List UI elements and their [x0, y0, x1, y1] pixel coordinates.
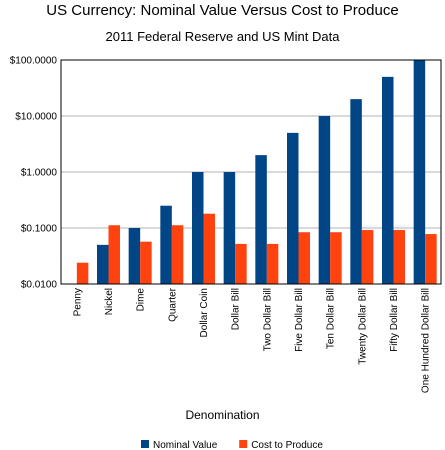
y-tick-label: $0.1000 [21, 224, 58, 235]
bar [330, 232, 342, 284]
legend-label: Nominal Value [153, 440, 218, 450]
bar [287, 132, 299, 284]
y-tick-label: $10.0000 [15, 112, 57, 123]
bar [350, 99, 362, 284]
bar [76, 262, 89, 284]
bar [192, 172, 204, 284]
x-tick-label: Five Dollar Bill [294, 288, 305, 352]
bar [160, 205, 172, 284]
x-tick-label: Nickel [104, 288, 115, 315]
y-axis-ticks: $0.0100 $0.1000 $1.0000 $10.0000 $100.0000 [10, 56, 58, 291]
bar [108, 225, 120, 284]
bar [393, 230, 405, 284]
bar [255, 155, 267, 284]
x-tick-label: Twenty Dollar Bill [357, 288, 368, 365]
bar [298, 232, 310, 284]
bar [266, 243, 279, 284]
x-tick-label: Fifty Dollar Bill [389, 288, 400, 352]
bar [140, 241, 152, 284]
x-tick-label: Penny [72, 288, 83, 316]
bar [361, 230, 374, 284]
x-axis-ticks: Penny Nickel Dime Quarter Dollar Coin Dollar … [72, 287, 431, 393]
x-tick-label: Dollar Coin [199, 288, 210, 337]
x-axis-title: Denomination [185, 408, 259, 422]
x-tick-label: Dollar Bill [231, 288, 242, 330]
bar [97, 244, 109, 284]
bar [203, 213, 215, 284]
x-tick-label: Quarter [167, 287, 178, 322]
bar [382, 76, 394, 284]
bar [128, 228, 141, 284]
y-tick-label: $0.0100 [21, 280, 58, 291]
x-tick-label: Ten Dollar Bill [326, 288, 337, 349]
bar [223, 172, 236, 284]
y-tick-label: $100.0000 [10, 56, 58, 67]
legend-swatch [141, 440, 149, 448]
x-tick-label: Two Dollar Bill [262, 288, 273, 351]
plot-area-border [60, 59, 442, 285]
legend-swatch [239, 440, 248, 448]
x-tick-label: Dime [136, 288, 147, 312]
chart-title: US Currency: Nominal Value Versus Cost t… [46, 2, 398, 19]
chart-subtitle: 2011 Federal Reserve and US Mint Data [106, 29, 341, 44]
bar [425, 234, 437, 284]
bar [318, 116, 331, 284]
bar [413, 60, 426, 284]
x-tick-label: One Hundred Dollar Bill [421, 288, 432, 393]
legend: Nominal Value Cost to Produce [141, 440, 323, 450]
y-tick-label: $1.0000 [21, 168, 58, 179]
bars [76, 60, 437, 284]
legend-label: Cost to Produce [251, 440, 323, 450]
bar [235, 243, 247, 284]
bar [171, 225, 184, 284]
